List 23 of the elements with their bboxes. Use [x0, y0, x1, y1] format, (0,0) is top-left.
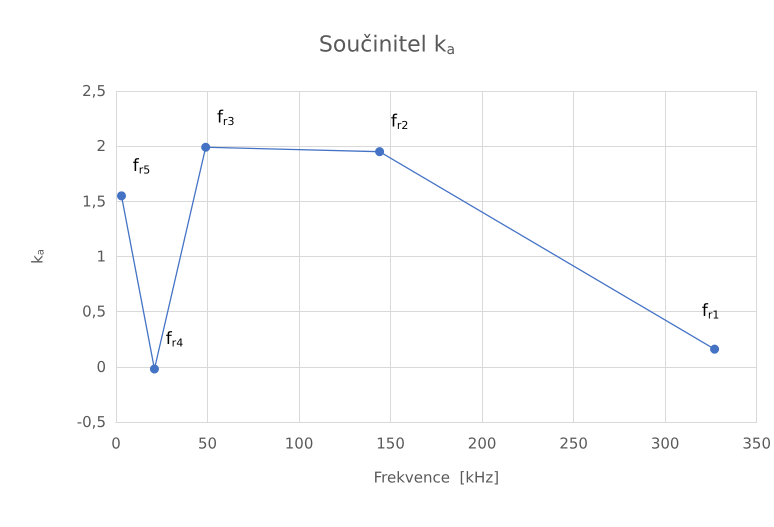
x-tick-label: 350 [742, 434, 772, 452]
x-tick-label: 0 [111, 434, 121, 452]
y-tick-label: 0 [96, 358, 106, 376]
x-tick-label: 300 [650, 434, 680, 452]
point [150, 364, 159, 374]
y-tick-label: -0,5 [76, 413, 106, 431]
x-tick-label: 200 [468, 434, 496, 452]
y-tick-label: 1,5 [82, 192, 106, 210]
x-tick-label: 150 [376, 434, 405, 452]
point [710, 344, 720, 354]
x-axis-title: Frekvence [kHz] [374, 468, 500, 486]
y-axis-title: ka [28, 249, 46, 264]
point [375, 147, 384, 156]
point [117, 191, 126, 200]
y-tick-label: 2 [96, 137, 106, 156]
point [201, 142, 210, 152]
x-tick-label: 100 [284, 434, 314, 452]
y-tick-label: 2,5 [82, 82, 106, 100]
y-tick-label: 0,5 [82, 302, 106, 321]
chart-title: Součinitel ka [318, 32, 456, 58]
x-tick-label: 50 [198, 434, 218, 452]
y-tick-label: 1 [96, 248, 106, 266]
x-tick-label: 250 [559, 434, 588, 452]
